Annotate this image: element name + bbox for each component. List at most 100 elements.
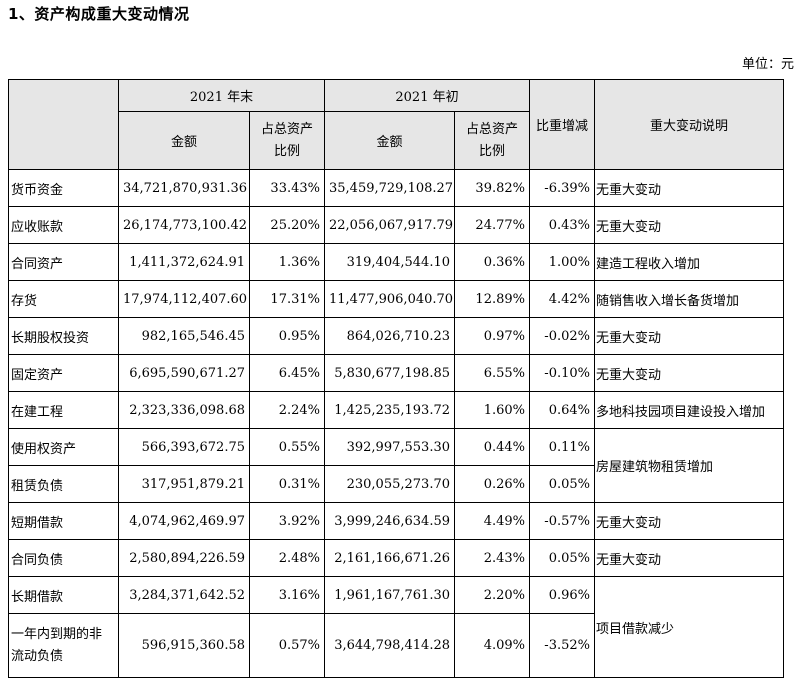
table-row: 长期借款 3,284,371,642.52 3.16% 1,961,167,76… [8, 576, 784, 678]
note-cell: 建造工程收入增加 [594, 243, 784, 281]
end-ratio-cell: 25.20% [249, 206, 325, 244]
row-label: 固定资产 [8, 354, 119, 392]
start-ratio-cell: 0.97% [454, 317, 530, 355]
note-cell: 随销售收入增长备货增加 [594, 280, 784, 318]
change-cell: -0.57% [529, 502, 595, 540]
start-ratio-cell: 0.26% [454, 465, 530, 503]
note-cell: 无重大变动 [594, 502, 784, 540]
table-row: 在建工程 2,323,336,098.68 2.24% 1,425,235,19… [8, 391, 784, 429]
note-cell: 无重大变动 [594, 317, 784, 355]
end-ratio-cell: 33.43% [249, 169, 325, 207]
row-label: 在建工程 [8, 391, 119, 429]
start-ratio-cell: 4.09% [454, 613, 530, 678]
change-cell: 1.00% [529, 243, 595, 281]
note-cell: 多地科技园项目建设投入增加 [594, 391, 784, 429]
note-cell: 无重大变动 [594, 539, 784, 577]
header-year-end: 2021 年末 [118, 79, 325, 112]
header-explanation: 重大变动说明 [594, 79, 784, 170]
row-label: 合同负债 [8, 539, 119, 577]
table-row: 短期借款 4,074,962,469.97 3.92% 3,999,246,63… [8, 502, 784, 540]
change-cell: 0.96% [529, 576, 595, 614]
end-ratio-cell: 3.16% [249, 576, 325, 614]
start-amount-cell: 1,961,167,761.30 [324, 576, 455, 614]
start-amount-cell: 319,404,544.10 [324, 243, 455, 281]
end-amount-cell: 2,580,894,226.59 [118, 539, 250, 577]
start-ratio-cell: 1.60% [454, 391, 530, 429]
header-end-ratio-line1: 占总资产 [260, 121, 313, 137]
header-end-ratio: 占总资产 比例 [249, 111, 325, 170]
table-row: 合同资产 1,411,372,624.91 1.36% 319,404,544.… [8, 243, 784, 281]
start-amount-cell: 864,026,710.23 [324, 317, 455, 355]
header-start-ratio-line2: 比例 [478, 143, 505, 159]
start-amount-cell: 230,055,273.70 [324, 465, 455, 503]
end-ratio-cell: 0.57% [249, 613, 325, 678]
end-amount-cell: 2,323,336,098.68 [118, 391, 250, 429]
row-label: 长期股权投资 [8, 317, 119, 355]
end-amount-cell: 982,165,546.45 [118, 317, 250, 355]
table-row: 租赁负债 317,951,879.21 0.31% 230,055,273.70… [8, 465, 784, 503]
row-label: 应收账款 [8, 206, 119, 244]
end-amount-cell: 3,284,371,642.52 [118, 576, 250, 614]
start-ratio-cell: 39.82% [454, 169, 530, 207]
end-ratio-cell: 2.48% [249, 539, 325, 577]
row-label: 租赁负债 [8, 465, 119, 503]
end-amount-cell: 566,393,672.75 [118, 428, 250, 466]
table-row: 一年内到期的非流动负债 596,915,360.58 0.57% 3,644,7… [8, 613, 784, 678]
table-row: 使用权资产 566,393,672.75 0.55% 392,997,553.3… [8, 428, 784, 503]
start-ratio-cell: 2.20% [454, 576, 530, 614]
end-amount-cell: 6,695,590,671.27 [118, 354, 250, 392]
end-ratio-cell: 3.92% [249, 502, 325, 540]
start-ratio-cell: 6.55% [454, 354, 530, 392]
end-ratio-cell: 6.45% [249, 354, 325, 392]
table-row: 固定资产 6,695,590,671.27 6.45% 5,830,677,19… [8, 354, 784, 392]
start-ratio-cell: 0.44% [454, 428, 530, 466]
end-amount-cell: 26,174,773,100.42 [118, 206, 250, 244]
change-cell: 0.05% [529, 539, 595, 577]
header-end-ratio-line2: 比例 [273, 143, 300, 159]
note-cell: 无重大变动 [594, 354, 784, 392]
end-ratio-cell: 0.31% [249, 465, 325, 503]
header-start-ratio: 占总资产 比例 [454, 111, 530, 170]
header-start-ratio-line1: 占总资产 [465, 121, 518, 137]
change-cell: -0.02% [529, 317, 595, 355]
start-amount-cell: 3,644,798,414.28 [324, 613, 455, 678]
end-amount-cell: 596,915,360.58 [118, 613, 250, 678]
row-label: 合同资产 [8, 243, 119, 281]
unit-label: 单位：元 [741, 57, 794, 72]
change-cell: 4.42% [529, 280, 595, 318]
table-row: 长期股权投资 982,165,546.45 0.95% 864,026,710.… [8, 317, 784, 355]
row-label: 使用权资产 [8, 428, 119, 466]
start-ratio-cell: 0.36% [454, 243, 530, 281]
start-ratio-cell: 12.89% [454, 280, 530, 318]
row-label: 短期借款 [8, 502, 119, 540]
start-ratio-cell: 2.43% [454, 539, 530, 577]
start-amount-cell: 35,459,729,108.27 [324, 169, 455, 207]
start-amount-cell: 5,830,677,198.85 [324, 354, 455, 392]
table-row: 货币资金 34,721,870,931.36 33.43% 35,459,729… [8, 169, 784, 207]
note-cell: 无重大变动 [594, 206, 784, 244]
change-cell: -0.10% [529, 354, 595, 392]
end-ratio-cell: 2.24% [249, 391, 325, 429]
row-label: 货币资金 [8, 169, 119, 207]
start-amount-cell: 2,161,166,671.26 [324, 539, 455, 577]
row-label: 长期借款 [8, 576, 119, 614]
row-label: 存货 [8, 280, 119, 318]
row-label: 一年内到期的非流动负债 [8, 613, 119, 678]
section-title: 1、资产构成重大变动情况 [8, 5, 190, 23]
table-row: 合同负债 2,580,894,226.59 2.48% 2,161,166,67… [8, 539, 784, 577]
header-row-2: 金额 占总资产 比例 金额 占总资产 比例 [9, 111, 784, 170]
start-amount-cell: 3,999,246,634.59 [324, 502, 455, 540]
table-row: 存货 17,974,112,407.60 17.31% 11,477,906,0… [8, 280, 784, 318]
asset-composition-table: 2021 年末 2021 年初 比重增减 重大变动说明 金额 占总资产 比例 金额… [8, 79, 784, 678]
change-cell: 0.05% [529, 465, 595, 503]
end-amount-cell: 1,411,372,624.91 [118, 243, 250, 281]
end-amount-cell: 317,951,879.21 [118, 465, 250, 503]
start-amount-cell: 22,056,067,917.79 [324, 206, 455, 244]
header-item-corner [8, 79, 119, 170]
end-amount-cell: 17,974,112,407.60 [118, 280, 250, 318]
change-cell: 0.43% [529, 206, 595, 244]
start-ratio-cell: 4.49% [454, 502, 530, 540]
change-cell: -6.39% [529, 169, 595, 207]
header-end-amount: 金额 [118, 111, 250, 170]
note-cell: 无重大变动 [594, 169, 784, 207]
